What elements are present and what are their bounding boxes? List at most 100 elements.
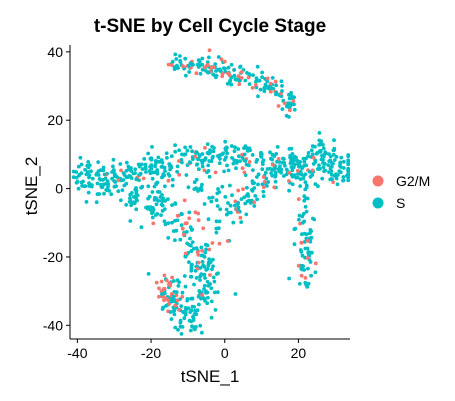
data-point [265, 76, 270, 81]
data-point [234, 166, 238, 171]
data-point [301, 264, 305, 268]
data-point [204, 291, 208, 295]
data-point [119, 168, 123, 173]
data-point [149, 156, 154, 161]
data-point [198, 323, 203, 328]
data-point [317, 142, 322, 147]
data-point [255, 175, 259, 179]
data-point [288, 155, 292, 160]
data-point [84, 172, 89, 177]
data-point [198, 266, 203, 270]
data-point [322, 161, 327, 166]
data-point [170, 203, 174, 208]
data-point [244, 212, 249, 217]
legend: G2/M S [372, 173, 430, 211]
data-point [175, 298, 180, 303]
data-point [278, 164, 282, 169]
data-point [228, 183, 232, 188]
data-point [194, 246, 199, 251]
data-point [75, 179, 80, 184]
data-point [159, 202, 164, 207]
data-point [299, 250, 304, 254]
data-point [206, 295, 210, 300]
data-point [183, 56, 188, 61]
data-point [254, 79, 258, 84]
data-point [178, 237, 183, 242]
data-point [192, 187, 197, 192]
data-point [241, 187, 245, 192]
data-point [202, 272, 207, 277]
data-point [273, 172, 278, 177]
data-point [173, 218, 177, 223]
data-point [184, 221, 189, 226]
data-point [209, 315, 214, 320]
data-point [334, 155, 339, 159]
data-point [256, 172, 261, 177]
data-point [194, 163, 199, 167]
data-point [83, 184, 88, 189]
data-point [133, 171, 137, 176]
data-point [210, 267, 214, 272]
data-point [287, 103, 292, 107]
data-point [236, 147, 241, 151]
data-point [290, 182, 295, 187]
data-point [301, 220, 305, 225]
data-point [109, 192, 114, 197]
data-point [176, 66, 180, 70]
data-point [229, 62, 234, 67]
data-point [183, 311, 188, 315]
data-point [84, 200, 89, 204]
data-point [299, 172, 304, 177]
data-point [225, 163, 229, 168]
data-point [309, 148, 314, 153]
data-point [78, 155, 83, 160]
data-point [305, 246, 310, 251]
data-point [184, 230, 189, 234]
data-point [129, 166, 133, 170]
data-point [174, 290, 179, 295]
data-point [153, 164, 158, 169]
data-point [257, 78, 262, 83]
data-point [202, 168, 207, 173]
scatter-points [71, 48, 351, 336]
data-point [216, 187, 220, 191]
data-point [341, 159, 346, 164]
data-point [310, 168, 315, 173]
data-point [205, 301, 210, 306]
data-point [302, 160, 307, 164]
data-point [159, 165, 164, 169]
data-point [128, 174, 133, 179]
data-point [170, 275, 175, 280]
data-point [172, 67, 177, 71]
data-point [150, 176, 155, 181]
data-point [113, 174, 117, 179]
data-point [202, 283, 207, 288]
data-point [137, 164, 142, 169]
data-point [179, 223, 184, 228]
data-point [128, 219, 133, 223]
y-axis-ticks: -40 -20 0 20 40 [43, 44, 70, 333]
data-point [296, 197, 301, 202]
data-point [313, 144, 317, 149]
data-point [154, 181, 159, 186]
data-point [164, 151, 169, 156]
data-point [287, 170, 292, 175]
data-point [199, 253, 204, 258]
data-point [268, 89, 273, 94]
data-point [183, 284, 188, 289]
data-point [266, 180, 271, 184]
data-point [120, 188, 125, 193]
data-point [225, 151, 230, 156]
data-point [232, 68, 237, 72]
data-point [341, 178, 345, 183]
data-point [299, 241, 304, 245]
data-point [304, 163, 309, 168]
data-point [214, 75, 218, 80]
data-point [308, 260, 313, 264]
data-point [169, 154, 174, 159]
data-point [290, 152, 295, 156]
data-point [233, 203, 237, 208]
data-point [178, 318, 183, 323]
data-point [239, 197, 244, 202]
data-point [223, 195, 228, 199]
